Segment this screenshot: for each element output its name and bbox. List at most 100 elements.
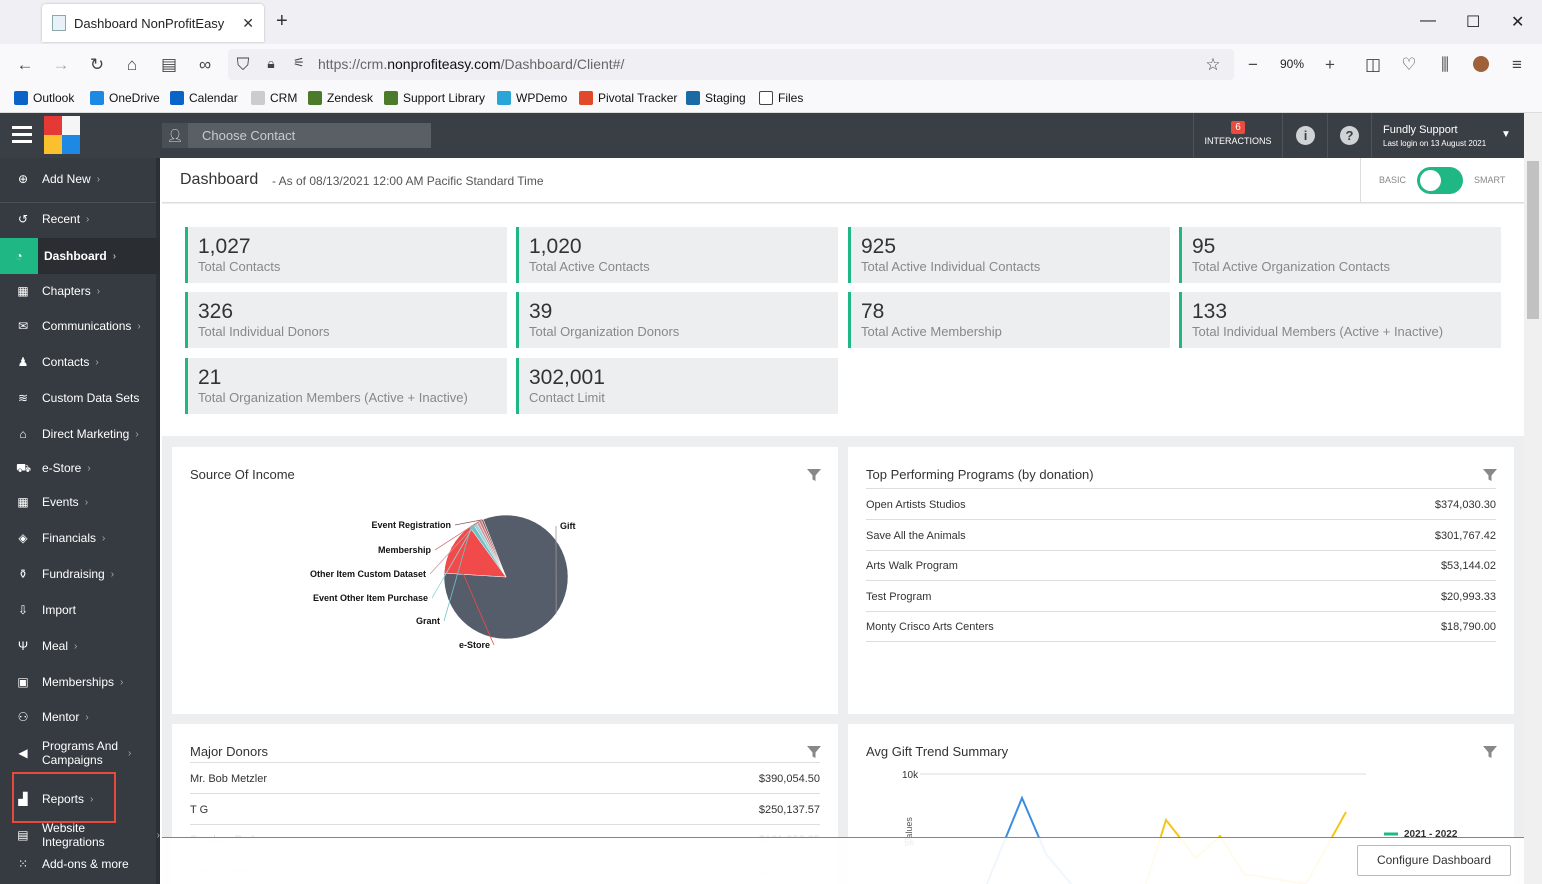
user-menu[interactable]: Fundly Support Last login on 13 August 2… bbox=[1383, 124, 1511, 148]
bookmark-icon bbox=[14, 91, 28, 105]
url-bar[interactable]: ⛉ 🔒︎ ⚟ ☆ bbox=[228, 49, 1234, 80]
sidebar-item-memberships[interactable]: ▣ Memberships › bbox=[0, 665, 160, 699]
zoom-level[interactable]: 90% bbox=[1279, 57, 1305, 71]
import-icon: ⇩ bbox=[17, 603, 29, 617]
sidebar-item-programs-and-campaigns[interactable]: ◀ Programs And Campaigns › bbox=[0, 736, 160, 770]
sidebar-item-reports[interactable]: ▟ Reports › bbox=[0, 782, 160, 816]
library-icon[interactable]: ⫼ bbox=[1441, 55, 1449, 74]
bookmark-crm[interactable]: CRM bbox=[251, 91, 297, 105]
shield-icon[interactable]: ⛉ bbox=[236, 55, 250, 74]
hamburger-menu-icon[interactable] bbox=[12, 126, 32, 144]
filter-icon[interactable] bbox=[806, 467, 822, 483]
list-row[interactable]: Test Program $20,993.33 bbox=[866, 582, 1496, 612]
list-row[interactable]: Open Artists Studios $374,030.30 bbox=[866, 490, 1496, 520]
info-button[interactable]: i bbox=[1284, 113, 1328, 158]
sidebar-item-fundraising[interactable]: ⚱ Fundraising › bbox=[0, 557, 160, 591]
sidebar-item-recent[interactable]: ↺ Recent › bbox=[0, 202, 160, 236]
sidebar-item-dashboard[interactable]: ◔ Dashboard › bbox=[0, 238, 160, 274]
bookmark-staging[interactable]: Staging bbox=[686, 91, 746, 105]
mode-toggle-area: BASIC SMART bbox=[1360, 158, 1524, 203]
sidebar-item-meal[interactable]: Ψ Meal › bbox=[0, 629, 160, 663]
sidebar-divider bbox=[0, 202, 160, 203]
profile-avatar[interactable] bbox=[1470, 56, 1492, 77]
bookmark-star-icon[interactable]: ☆ bbox=[1205, 55, 1221, 74]
configure-bar: Configure Dashboard bbox=[162, 837, 1524, 884]
incognito-icon[interactable]: ∞ bbox=[198, 55, 212, 74]
close-window-icon[interactable]: ✕ bbox=[1511, 14, 1525, 31]
bookmark-pivotal-tracker[interactable]: Pivotal Tracker bbox=[579, 91, 677, 105]
minimize-window-icon[interactable]: — bbox=[1420, 12, 1436, 29]
home-icon[interactable]: ⌂ bbox=[126, 55, 138, 74]
list-row[interactable]: Monty Crisco Arts Centers $18,790.00 bbox=[866, 612, 1496, 642]
sidebar-item-label: Direct Marketing bbox=[42, 427, 130, 441]
configure-dashboard-button[interactable]: Configure Dashboard bbox=[1357, 845, 1511, 876]
menu-icon[interactable]: ≡ bbox=[1512, 55, 1522, 74]
permissions-icon[interactable]: ⚟ bbox=[293, 55, 305, 70]
sidebar-item-communications[interactable]: ✉ Communications › bbox=[0, 309, 160, 343]
new-tab-icon[interactable]: + bbox=[276, 10, 288, 32]
forward-icon[interactable]: → bbox=[52, 55, 70, 74]
sidebar-item-label: Communications bbox=[42, 319, 132, 333]
reports-highlight-box bbox=[12, 772, 116, 823]
sidebar-scrollbar[interactable] bbox=[156, 158, 160, 884]
app-logo[interactable] bbox=[44, 116, 80, 154]
bookmark-support-library[interactable]: Support Library bbox=[384, 91, 485, 105]
stat-card: 1,027 Total Contacts bbox=[185, 227, 507, 283]
scrollbar-thumb[interactable] bbox=[1527, 161, 1539, 319]
sidebar-item-financials[interactable]: ◈ Financials › bbox=[0, 521, 160, 555]
close-tab-icon[interactable]: ✕ bbox=[242, 14, 254, 31]
choose-contact-input[interactable]: 👤︎ Choose Contact bbox=[162, 123, 431, 148]
list-row[interactable]: Arts Walk Program $53,144.02 bbox=[866, 551, 1496, 581]
pie-label-connector bbox=[429, 521, 478, 575]
bookmark-calendar[interactable]: Calendar bbox=[170, 91, 238, 105]
sidebar-item-label: Memberships bbox=[42, 675, 115, 689]
basic-smart-toggle[interactable] bbox=[1417, 167, 1463, 194]
zoom-in-icon[interactable]: + bbox=[1325, 55, 1335, 74]
browser-tab[interactable]: Dashboard NonProfitEasy ✕ bbox=[42, 4, 264, 42]
list-row[interactable]: Mr. Bob Metzler $390,054.50 bbox=[190, 764, 820, 794]
filter-icon[interactable] bbox=[1482, 744, 1498, 760]
sidebar-item-import[interactable]: ⇩ Import bbox=[0, 593, 160, 627]
stat-label: Total Organization Members (Active + Ina… bbox=[198, 390, 468, 405]
bookmark-zendesk[interactable]: Zendesk bbox=[308, 91, 373, 105]
dashboard-header: Dashboard - As of 08/13/2021 12:00 AM Pa… bbox=[162, 158, 1524, 203]
filter-icon[interactable] bbox=[806, 744, 822, 760]
user-icon: ♟ bbox=[17, 355, 29, 369]
list-row[interactable]: T G $250,137.57 bbox=[190, 795, 820, 825]
sidebar-item-website-integrations[interactable]: ▤ Website Integrations › bbox=[0, 818, 160, 852]
bookmark-onedrive[interactable]: OneDrive bbox=[90, 91, 160, 105]
interactions-label: INTERACTIONS bbox=[1204, 136, 1272, 146]
sidebar-item-label: Fundraising bbox=[42, 567, 105, 581]
sidebar-item-add-new[interactable]: ⊕ Add New › bbox=[0, 162, 160, 196]
maximize-window-icon[interactable]: ☐ bbox=[1466, 14, 1481, 31]
bookmark-outlook[interactable]: Outlook bbox=[14, 91, 74, 105]
sidebar-item-custom-data-sets[interactable]: ≋ Custom Data Sets bbox=[0, 381, 160, 415]
sidebar-item-contacts[interactable]: ♟ Contacts › bbox=[0, 345, 160, 379]
lock-icon[interactable]: 🔒︎ bbox=[267, 55, 275, 71]
bookmark-wpdemo[interactable]: WPDemo bbox=[497, 91, 567, 105]
bookmark-files[interactable]: Files bbox=[759, 91, 803, 105]
sidebar-item-chapters[interactable]: ▦ Chapters › bbox=[0, 274, 160, 308]
chevron-right-icon: › bbox=[112, 250, 117, 262]
sidebar-item-events[interactable]: ▦ Events › bbox=[0, 485, 160, 519]
url-text[interactable]: https://crm.nonprofiteasy.com/Dashboard/… bbox=[318, 56, 624, 72]
sidebar-item-direct-marketing[interactable]: ⌂ Direct Marketing › bbox=[0, 417, 160, 451]
page-scrollbar[interactable] bbox=[1524, 113, 1542, 884]
sidebar-item-e-store[interactable]: ⛟ e-Store › bbox=[0, 451, 160, 485]
reload-icon[interactable]: ↻ bbox=[89, 55, 105, 74]
zoom-out-icon[interactable]: − bbox=[1248, 55, 1258, 74]
source-of-income-panel: Source Of Income Gift e-Store Grant Event O… bbox=[172, 447, 838, 714]
sidebar-item-add-ons-more[interactable]: ⁙ Add-ons & more bbox=[0, 847, 160, 881]
sidebar-item-mentor[interactable]: ⚇ Mentor › bbox=[0, 700, 160, 734]
sidebar-toggle-icon[interactable]: ◫ bbox=[1364, 55, 1382, 74]
pocket-icon[interactable]: ♡ bbox=[1401, 55, 1417, 74]
back-icon[interactable]: ← bbox=[16, 55, 34, 74]
interactions-button[interactable]: 6 INTERACTIONS bbox=[1193, 113, 1283, 158]
list-divider bbox=[866, 488, 1496, 489]
help-button[interactable]: ? bbox=[1328, 113, 1372, 158]
list-row[interactable]: Save All the Animals $301,767.42 bbox=[866, 521, 1496, 551]
stat-label: Total Individual Donors bbox=[198, 324, 330, 339]
filter-icon[interactable] bbox=[1482, 467, 1498, 483]
stat-value: 302,001 bbox=[529, 366, 605, 389]
reader-icon[interactable]: ▤ bbox=[160, 55, 178, 74]
